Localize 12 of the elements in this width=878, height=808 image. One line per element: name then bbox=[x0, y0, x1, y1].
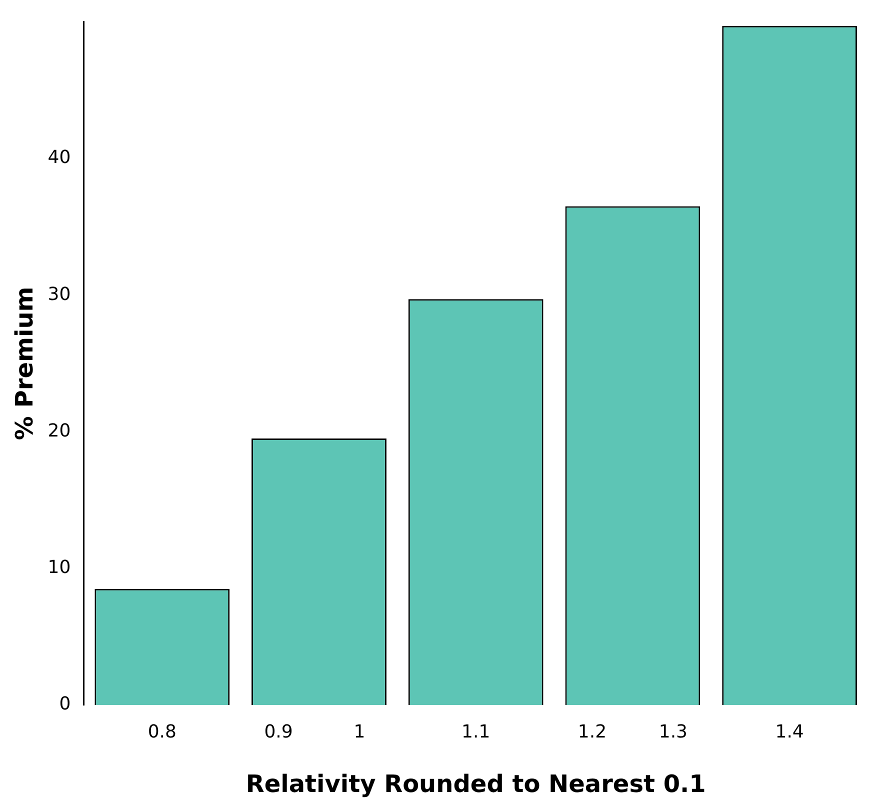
x-tick-label: 0.8 bbox=[148, 722, 176, 743]
y-tick-label: 0 bbox=[59, 694, 71, 715]
category-label: 0.9 1 bbox=[264, 722, 366, 743]
x-tick-label: 1.4 bbox=[775, 722, 804, 743]
y-axis-title: % Premium bbox=[10, 286, 39, 440]
y-tick-label: 30 bbox=[48, 284, 71, 305]
y-tick-label: 10 bbox=[48, 557, 71, 578]
x-tick-label: 1.1 bbox=[462, 722, 490, 743]
y-tick-label: 20 bbox=[48, 420, 71, 442]
category-label: 1.2 1.3 bbox=[578, 722, 688, 743]
x-axis-title: Relativity Rounded to Nearest 0.1 bbox=[246, 770, 706, 798]
y-tick-label: 40 bbox=[48, 147, 71, 168]
